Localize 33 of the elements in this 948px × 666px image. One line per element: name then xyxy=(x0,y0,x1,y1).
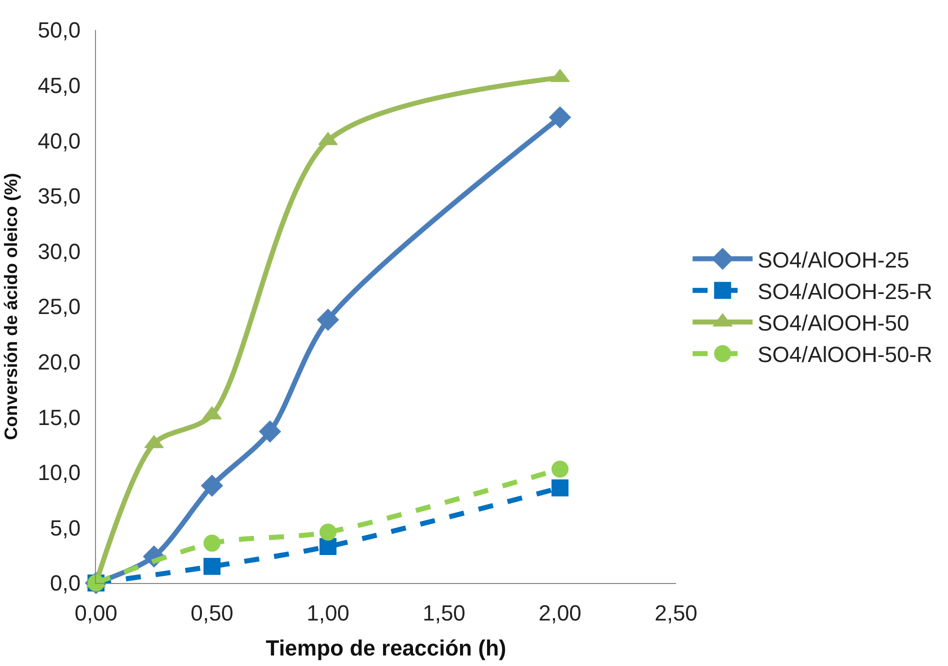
legend-label: SO4/AlOOH-25 xyxy=(758,247,910,272)
y-tick-label: 10,0 xyxy=(38,460,81,486)
x-tick-label: 0,50 xyxy=(190,600,234,626)
x-tick-label: 1,50 xyxy=(422,600,466,626)
y-tick-label: 40,0 xyxy=(38,128,81,154)
x-tick-label: 1,00 xyxy=(306,600,350,626)
y-tick-label: 0,0 xyxy=(50,570,81,596)
point xyxy=(320,524,336,541)
y-tick-label: 50,0 xyxy=(38,18,81,43)
point xyxy=(552,479,568,496)
legend-label: SO4/AlOOH-25-R xyxy=(758,278,932,304)
y-axis-title: Conversión de ácido oleico (%) xyxy=(0,172,21,440)
point xyxy=(552,460,568,478)
point xyxy=(204,534,220,552)
point xyxy=(259,420,281,442)
x-axis-title: Tiempo de reacción (h) xyxy=(266,635,506,660)
y-tick-label: 35,0 xyxy=(38,184,81,209)
x-tick-label: 0,00 xyxy=(74,600,118,626)
point xyxy=(201,474,223,497)
legend-label: SO4/AlOOH-50 xyxy=(758,310,910,336)
x-tick-label: 2,50 xyxy=(654,600,698,626)
point xyxy=(320,538,336,555)
y-tick-label: 5,0 xyxy=(50,515,81,540)
y-tick-label: 30,0 xyxy=(38,238,81,264)
point xyxy=(204,558,220,575)
point xyxy=(317,308,339,331)
y-tick-label: 20,0 xyxy=(38,350,81,374)
y-tick-label: 15,0 xyxy=(38,404,81,430)
legend-label: SO4/AlOOH-50-R xyxy=(758,342,932,368)
point xyxy=(549,106,571,128)
y-tick-label: 45,0 xyxy=(38,73,81,98)
y-tick-label: 25,0 xyxy=(38,294,81,320)
x-tick-label: 2,00 xyxy=(538,600,582,626)
